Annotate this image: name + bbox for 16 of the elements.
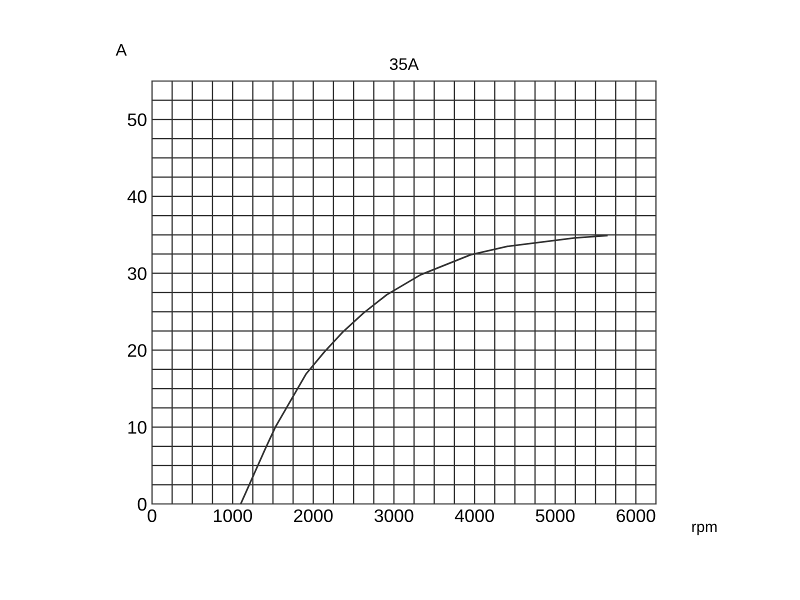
x-axis-title: rpm bbox=[692, 524, 717, 536]
y-tick-label: 40 bbox=[127, 190, 146, 204]
x-tick-label: 3000 bbox=[374, 509, 414, 522]
x-tick-label: 2000 bbox=[294, 509, 333, 522]
x-tick-label: 6000 bbox=[616, 509, 656, 522]
chart-title: 35A bbox=[390, 58, 419, 70]
y-tick-label: 30 bbox=[128, 267, 146, 280]
y-tick-label: 20 bbox=[128, 344, 146, 357]
y-tick-label: 50 bbox=[128, 113, 146, 126]
x-tick-label: 1000 bbox=[214, 509, 252, 522]
x-tick-label: 4000 bbox=[454, 509, 494, 522]
x-tick-label: 0 bbox=[148, 509, 156, 522]
y-axis-title: A bbox=[116, 44, 127, 56]
x-tick-label: 5000 bbox=[536, 509, 575, 522]
y-tick-label: 10 bbox=[128, 421, 146, 434]
y-tick-label: 0 bbox=[138, 498, 146, 511]
